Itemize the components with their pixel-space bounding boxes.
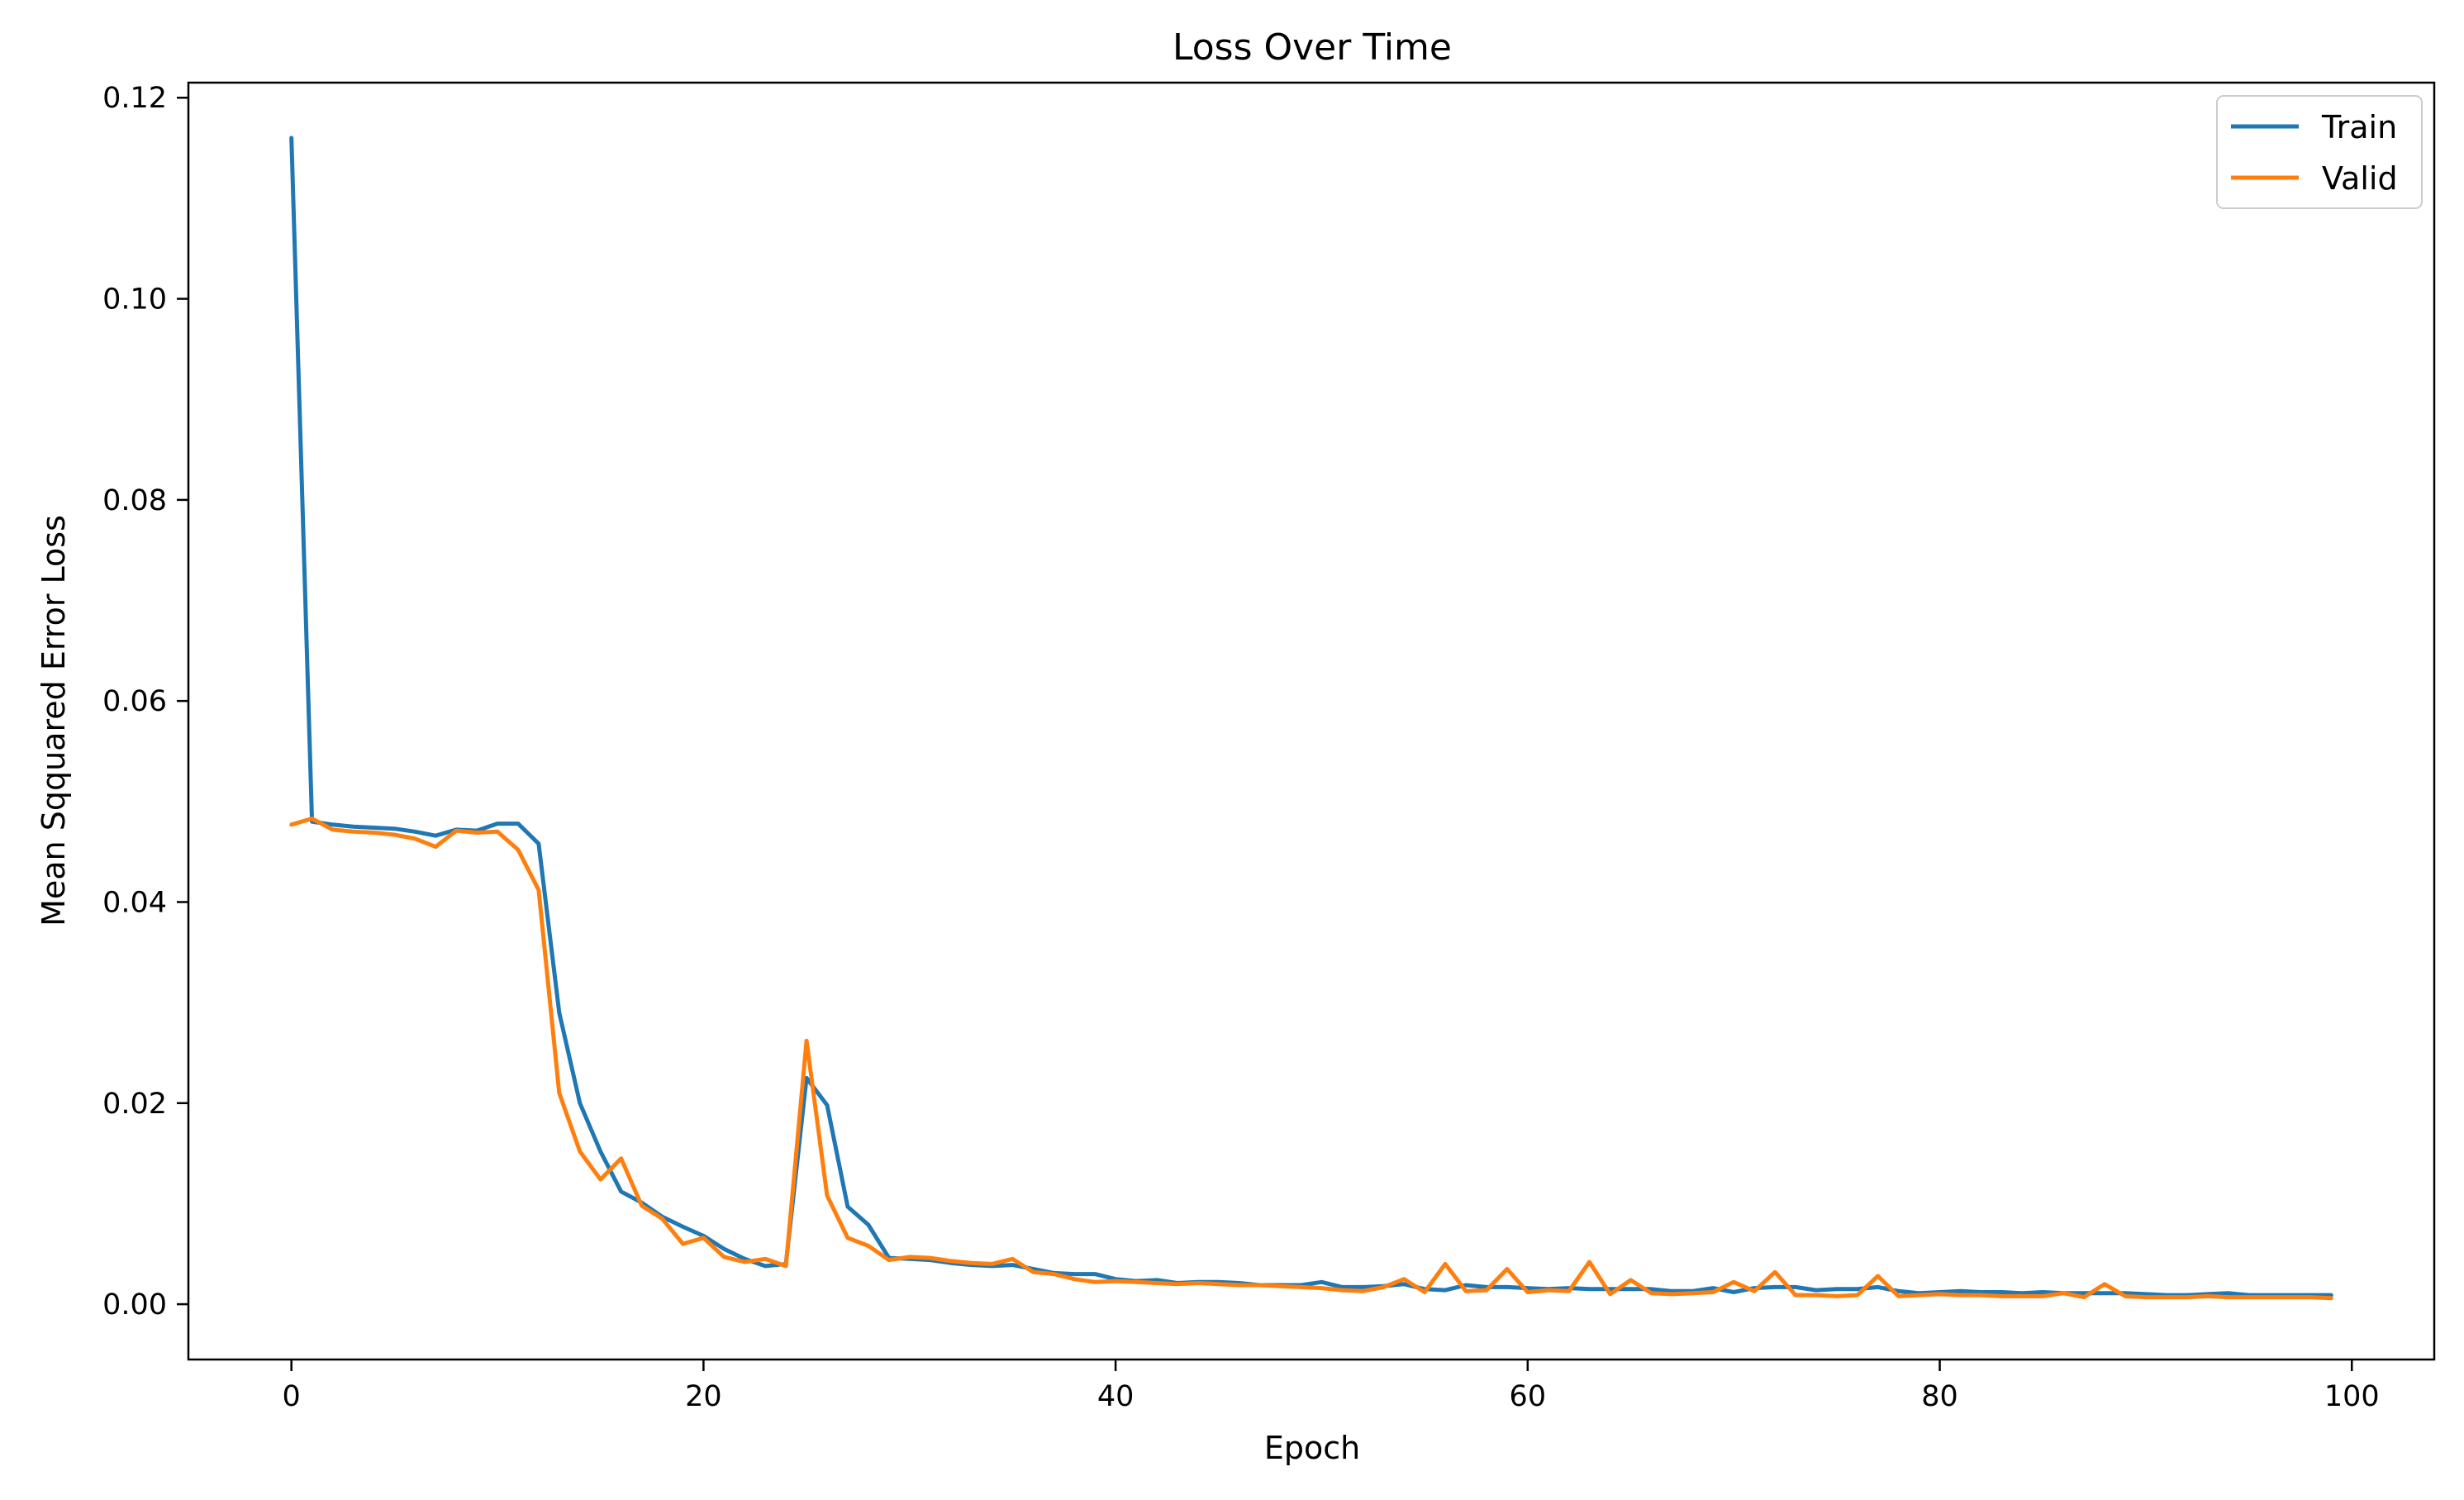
series-layer <box>289 136 2333 1301</box>
x-axis-label: Epoch <box>1264 1430 1360 1466</box>
x-tick-label: 60 <box>1510 1380 1547 1413</box>
legend: Train Valid <box>2216 95 2423 209</box>
y-tick-label: 0.06 <box>102 685 167 718</box>
y-tick-label: 0.12 <box>102 82 167 115</box>
x-tick-label: 100 <box>2324 1380 2380 1413</box>
y-tick-label: 0.08 <box>102 484 167 517</box>
series-line-train <box>289 136 2333 1298</box>
series-line-valid <box>289 817 2333 1301</box>
x-tick-label: 20 <box>685 1380 722 1413</box>
y-tick-label: 0.00 <box>102 1288 167 1321</box>
y-tick-label: 0.02 <box>102 1088 167 1121</box>
legend-label-train: Train <box>2321 109 2397 145</box>
x-tick-label: 0 <box>283 1380 301 1413</box>
y-axis-label: Mean Sqquared Error Loss <box>36 515 72 926</box>
ticks-layer: 0 20 40 60 80 100 0.00 0.02 0.04 0.06 0.08 0.10 0.12 <box>102 82 2380 1413</box>
legend-label-valid: Valid <box>2322 160 2398 197</box>
x-tick-label: 80 <box>1921 1380 1958 1413</box>
plot-frame <box>187 81 2436 1361</box>
x-tick-label: 40 <box>1097 1380 1134 1413</box>
y-tick-label: 0.04 <box>102 886 167 919</box>
legend-box <box>2216 95 2423 209</box>
chart-title: Loss Over Time <box>1173 26 1452 69</box>
y-tick-label: 0.10 <box>102 283 167 317</box>
